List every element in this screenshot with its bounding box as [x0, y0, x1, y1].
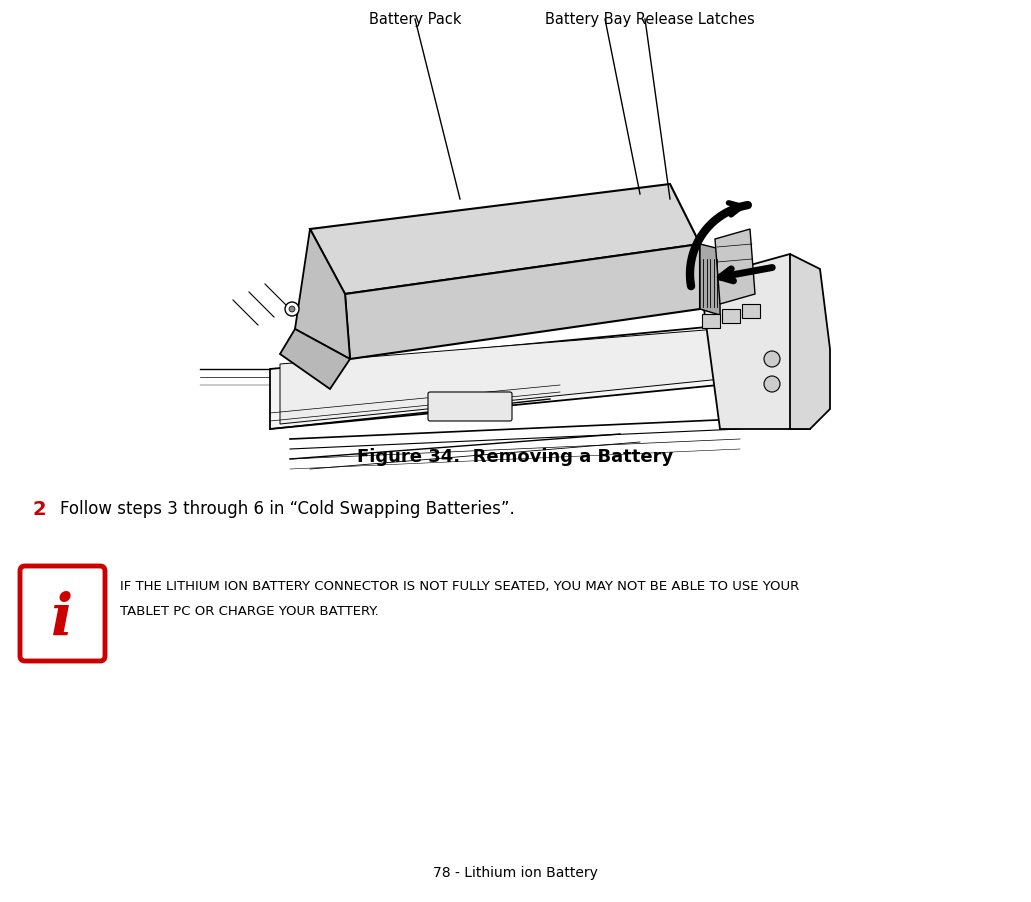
Circle shape	[285, 303, 299, 317]
Text: TABLET PC OR CHARGE YOUR BATTERY.: TABLET PC OR CHARGE YOUR BATTERY.	[120, 604, 378, 617]
FancyBboxPatch shape	[428, 392, 512, 421]
Circle shape	[289, 307, 295, 313]
Polygon shape	[280, 325, 780, 425]
Text: Battery Pack: Battery Pack	[369, 12, 461, 27]
Circle shape	[764, 352, 780, 368]
Text: i: i	[52, 591, 73, 647]
Polygon shape	[295, 230, 350, 360]
Polygon shape	[716, 230, 755, 305]
Bar	[722, 309, 740, 324]
Polygon shape	[700, 244, 720, 315]
Bar	[742, 305, 760, 318]
Text: 2: 2	[32, 500, 45, 519]
Text: 78 - Lithium ion Battery: 78 - Lithium ion Battery	[433, 865, 597, 879]
Polygon shape	[270, 319, 790, 429]
Text: Figure 34.  Removing a Battery: Figure 34. Removing a Battery	[357, 447, 673, 465]
Bar	[702, 315, 720, 328]
Text: Battery Bay Release Latches: Battery Bay Release Latches	[545, 12, 755, 27]
Polygon shape	[280, 329, 350, 390]
FancyBboxPatch shape	[20, 566, 105, 661]
Text: IF THE LITHIUM ION BATTERY CONNECTOR IS NOT FULLY SEATED, YOU MAY NOT BE ABLE TO: IF THE LITHIUM ION BATTERY CONNECTOR IS …	[120, 579, 799, 593]
Polygon shape	[700, 244, 720, 316]
Circle shape	[764, 376, 780, 392]
Text: Follow steps 3 through 6 in “Cold Swapping Batteries”.: Follow steps 3 through 6 in “Cold Swappi…	[60, 500, 514, 518]
Polygon shape	[345, 244, 700, 360]
Polygon shape	[700, 254, 810, 429]
Polygon shape	[790, 254, 830, 429]
Polygon shape	[310, 185, 700, 295]
